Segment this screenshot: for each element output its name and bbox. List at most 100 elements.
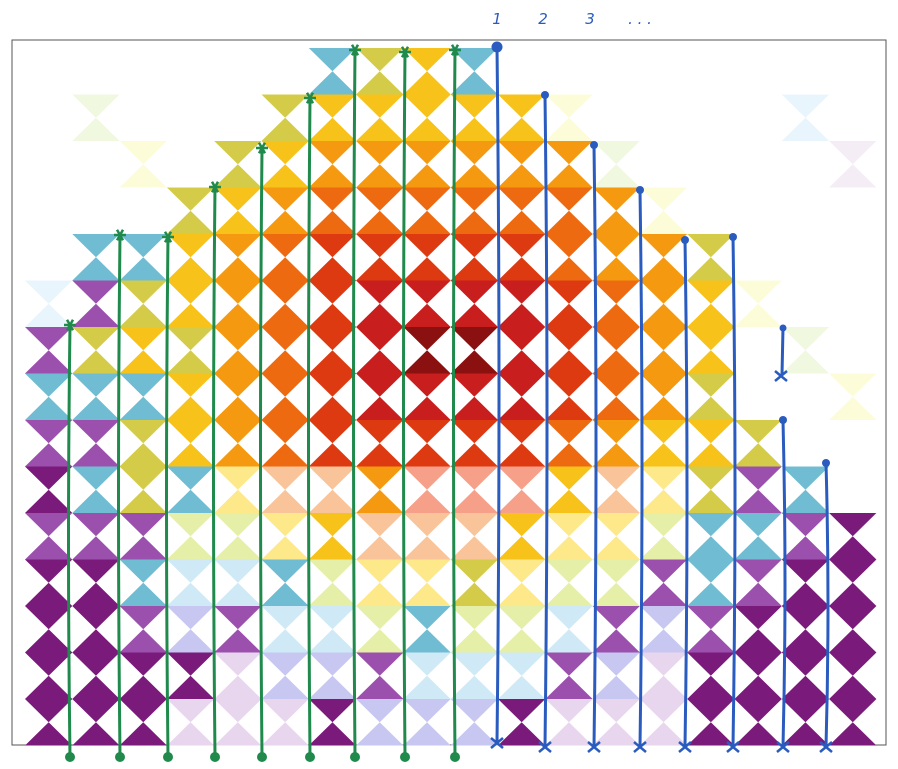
- triangle: [119, 280, 167, 304]
- triangle: [545, 629, 593, 653]
- triangle: [687, 536, 735, 560]
- triangle: [403, 117, 451, 141]
- triangle: [72, 466, 120, 490]
- start-dot: [450, 752, 460, 762]
- triangle: [356, 303, 404, 327]
- triangle: [639, 303, 688, 327]
- triangle: [308, 722, 357, 746]
- triangle: [734, 675, 782, 699]
- triangle: [119, 257, 167, 281]
- triangle: [592, 234, 640, 258]
- triangle: [261, 489, 309, 513]
- triangle: [356, 652, 404, 676]
- start-dot: [729, 233, 737, 241]
- triangle: [356, 489, 404, 513]
- triangle: [639, 350, 688, 374]
- triangle: [25, 396, 73, 420]
- triangle: [639, 582, 688, 606]
- triangle: [639, 513, 688, 537]
- triangle: [166, 187, 215, 211]
- triangle: [25, 536, 73, 560]
- triangle: [734, 559, 782, 583]
- triangle: [261, 396, 309, 420]
- triangle: [498, 350, 546, 374]
- cross-head: [726, 741, 740, 753]
- triangle: [356, 466, 404, 490]
- triangle: [308, 303, 357, 327]
- triangle: [450, 280, 498, 304]
- triangle: [639, 280, 688, 304]
- triangle: [403, 164, 451, 188]
- triangle: [639, 420, 688, 444]
- triangle: [639, 210, 688, 234]
- triangle: [25, 722, 73, 746]
- triangle: [214, 699, 262, 723]
- triangle: [308, 210, 357, 234]
- triangle: [214, 396, 262, 420]
- triangle: [261, 629, 309, 653]
- triangle: [450, 420, 498, 444]
- triangle: [356, 350, 404, 374]
- triangle: [545, 536, 593, 560]
- triangle: [308, 141, 357, 165]
- triangle: [214, 582, 262, 606]
- triangle: [734, 606, 782, 630]
- triangle: [214, 280, 262, 304]
- triangle: [687, 489, 735, 513]
- triangle: [498, 257, 546, 281]
- triangle: [356, 280, 404, 304]
- triangle: [214, 141, 262, 165]
- triangle: [119, 606, 167, 630]
- start-dot: [636, 186, 644, 194]
- triangle: [498, 280, 546, 304]
- triangle: [639, 466, 688, 490]
- triangle: [639, 675, 688, 699]
- triangle: [639, 443, 688, 467]
- triangle: [450, 699, 498, 723]
- triangle: [592, 443, 640, 467]
- triangle: [687, 373, 735, 397]
- triangle: [261, 280, 309, 304]
- triangle: [119, 722, 167, 746]
- triangle: [119, 699, 167, 723]
- triangle: [356, 71, 404, 95]
- triangle: [72, 350, 120, 374]
- star-head: [305, 92, 315, 104]
- cross-head: [776, 741, 790, 753]
- triangle: [498, 327, 546, 351]
- triangle: [261, 234, 309, 258]
- triangle: [72, 303, 120, 327]
- triangle: [734, 303, 782, 327]
- triangle: [214, 722, 262, 746]
- triangle: [166, 675, 215, 699]
- triangle: [829, 141, 877, 165]
- start-dot: [681, 236, 689, 244]
- triangle: [403, 582, 451, 606]
- triangle: [119, 629, 167, 653]
- triangle: [450, 652, 498, 676]
- triangle: [119, 141, 167, 165]
- triangle: [403, 141, 451, 165]
- triangle: [261, 675, 309, 699]
- downward-path: [495, 46, 501, 744]
- start-dot: [163, 752, 173, 762]
- cross-head: [633, 741, 647, 753]
- triangle: [639, 652, 688, 676]
- triangle: [119, 303, 167, 327]
- triangle: [214, 536, 262, 560]
- triangle: [687, 675, 735, 699]
- triangle: [261, 94, 309, 118]
- triangle: [308, 582, 357, 606]
- triangle: [356, 606, 404, 630]
- start-dot: [779, 416, 787, 424]
- triangle: [498, 187, 546, 211]
- triangle: [829, 675, 877, 699]
- triangle: [214, 606, 262, 630]
- triangle: [639, 722, 688, 746]
- upward-path: [212, 186, 217, 758]
- triangle: [214, 489, 262, 513]
- triangle: [450, 443, 498, 467]
- triangle: [545, 350, 593, 374]
